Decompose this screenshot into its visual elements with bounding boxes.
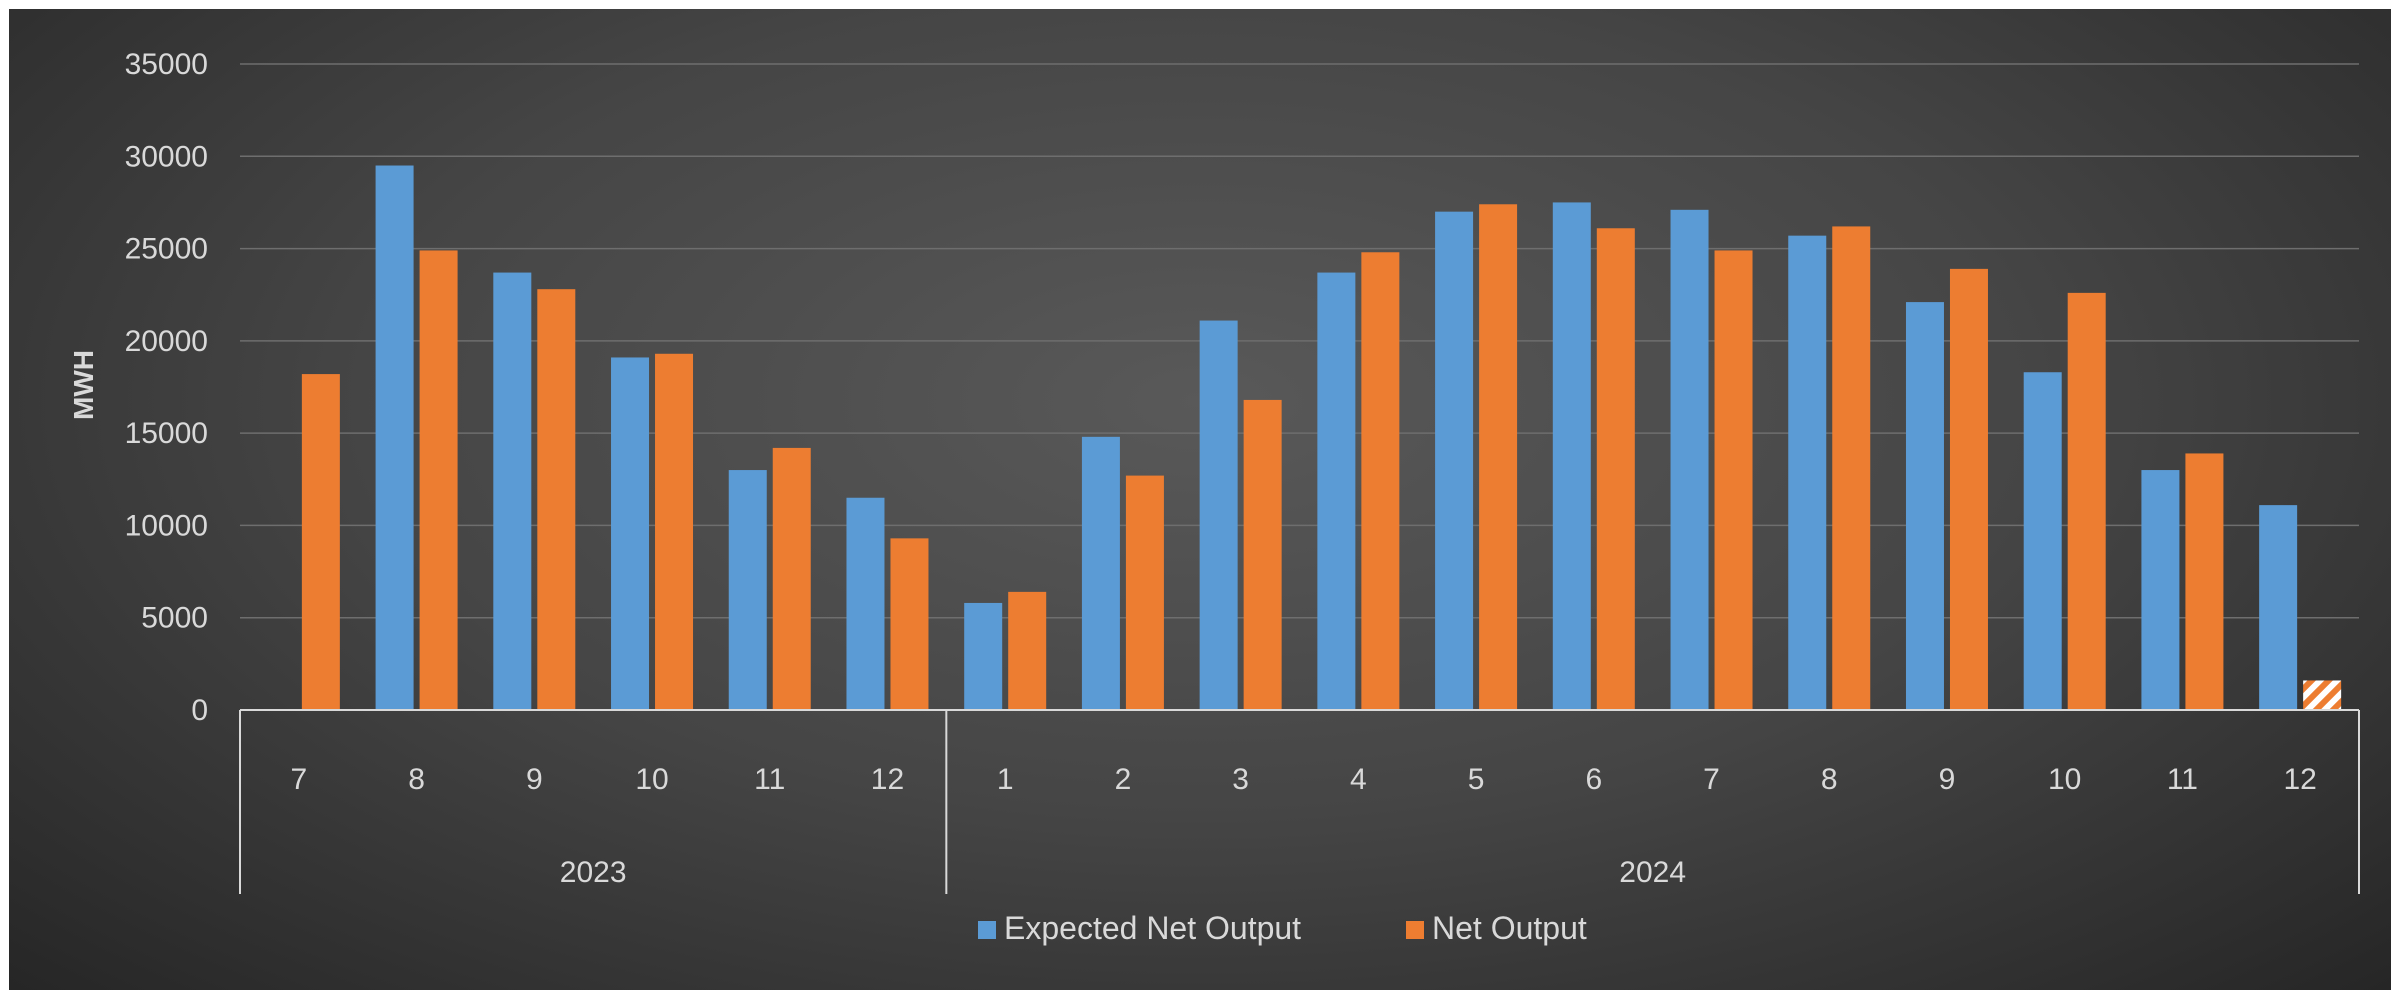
x-tick-label: 9 <box>526 763 543 796</box>
bar-net-output <box>1714 250 1753 710</box>
x-tick-label: 12 <box>2283 763 2316 796</box>
x-tick-label: 3 <box>1232 763 1249 796</box>
bar-net-output <box>2303 680 2342 710</box>
y-tick-label: 5000 <box>141 602 208 635</box>
x-tick-label: 1 <box>997 763 1014 796</box>
bar-expected-net-output <box>493 272 532 710</box>
x-group-label: 2023 <box>560 856 627 889</box>
y-tick-label: 0 <box>191 694 208 727</box>
y-tick-label: 30000 <box>125 140 208 173</box>
bar-net-output <box>301 374 340 710</box>
bar-net-output <box>655 353 694 710</box>
bar-net-output <box>419 250 458 710</box>
x-tick-label: 5 <box>1468 763 1485 796</box>
bar-net-output <box>1125 475 1164 710</box>
x-tick-label: 10 <box>635 763 668 796</box>
bar-expected-net-output <box>2141 470 2180 710</box>
chart-frame: 0 5000 10000 15000 20000 25000 30000 35000 7 8 9 1… <box>9 9 2391 990</box>
x-tick-label: 8 <box>408 763 425 796</box>
x-tick-label: 11 <box>754 763 785 796</box>
bar-expected-net-output <box>1199 320 1238 710</box>
bar-net-output <box>890 538 929 710</box>
x-tick-label: 11 <box>2167 763 2198 796</box>
bar-expected-net-output <box>964 602 1003 710</box>
bar-net-output <box>1832 226 1871 710</box>
x-tick-label: 7 <box>1703 763 1720 796</box>
legend-swatch-expected <box>978 921 996 939</box>
bar-expected-net-output <box>846 497 885 710</box>
x-tick-label: 10 <box>2048 763 2081 796</box>
bar-expected-net-output <box>2023 372 2062 710</box>
x-tick-label: 6 <box>1585 763 1602 796</box>
bar-net-output <box>1008 591 1047 710</box>
bar-net-output <box>1479 204 1518 710</box>
bar-chart: 0 5000 10000 15000 20000 25000 30000 35000 7 8 9 1… <box>68 48 2360 946</box>
y-tick-label: 10000 <box>125 509 208 542</box>
bar-net-output <box>2185 453 2224 710</box>
x-tick-label: 8 <box>1821 763 1838 796</box>
bar-expected-net-output <box>1788 235 1827 710</box>
bar-expected-net-output <box>728 470 767 710</box>
y-axis-title: MWH <box>68 350 99 420</box>
gridlines <box>240 63 2359 619</box>
x-tick-label: 9 <box>1939 763 1956 796</box>
bar-net-output <box>537 289 576 710</box>
bar-expected-net-output <box>1552 202 1591 710</box>
bar-net-output <box>1361 252 1400 710</box>
bar-expected-net-output <box>1317 272 1356 710</box>
bar-expected-net-output <box>1435 211 1474 710</box>
legend-swatch-net <box>1406 921 1424 939</box>
y-axis-ticks: 0 5000 10000 15000 20000 25000 30000 35000 <box>125 48 208 727</box>
x-tick-label: 2 <box>1115 763 1132 796</box>
x-tick-label: 12 <box>871 763 904 796</box>
bar-expected-net-output <box>611 357 650 710</box>
x-group-label: 2024 <box>1619 856 1686 889</box>
y-tick-label: 20000 <box>125 325 208 358</box>
bar-expected-net-output <box>2259 505 2298 710</box>
bar-net-output <box>2067 292 2106 710</box>
x-tick-label: 7 <box>291 763 308 796</box>
bar-expected-net-output <box>1670 209 1709 710</box>
bar-net-output <box>1596 228 1635 711</box>
bar-expected-net-output <box>1081 436 1120 710</box>
legend-label-expected: Expected Net Output <box>1004 910 1301 946</box>
bar-net-output <box>1243 399 1282 710</box>
bar-expected-net-output <box>1905 302 1944 710</box>
bar-expected-net-output <box>375 165 414 710</box>
y-tick-label: 35000 <box>125 48 208 81</box>
legend-label-net: Net Output <box>1432 910 1587 946</box>
bar-net-output <box>772 447 811 710</box>
bars <box>301 165 2342 711</box>
bar-net-output <box>1949 268 1988 710</box>
legend: Expected Net Output Net Output <box>978 910 1587 946</box>
y-tick-label: 25000 <box>125 233 208 266</box>
x-tick-label: 4 <box>1350 763 1367 796</box>
y-tick-label: 15000 <box>125 417 208 450</box>
